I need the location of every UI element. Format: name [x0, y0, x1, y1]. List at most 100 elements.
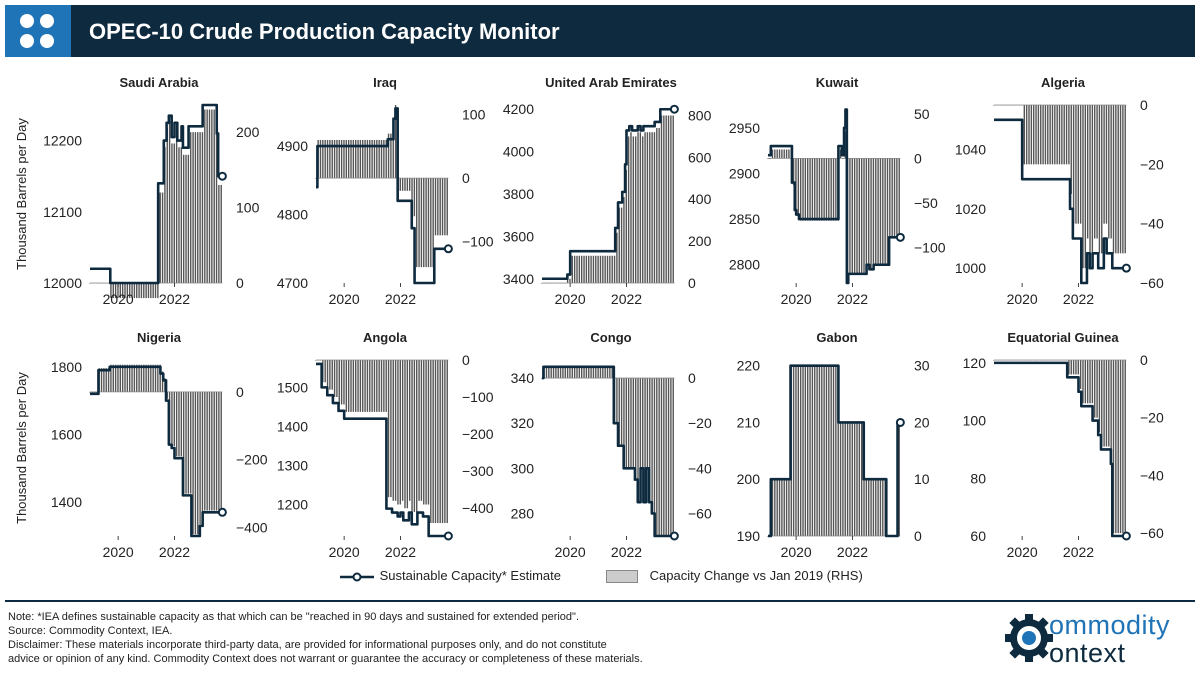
capacity-change-bar: [1096, 105, 1098, 239]
chart-title: Kuwait: [816, 75, 859, 90]
capacity-change-bar: [357, 139, 359, 179]
capacity-change-bar: [1047, 105, 1049, 165]
capacity-change-bar: [552, 366, 555, 379]
capacity-change-bar: [585, 366, 588, 379]
capacity-change-bar: [632, 136, 635, 283]
capacity-change-bar: [1094, 105, 1096, 239]
y-tick-label: 1400: [277, 418, 308, 434]
y2-tick-label: 0: [914, 150, 922, 166]
capacity-change-bar: [336, 360, 338, 398]
capacity-change-bar: [825, 365, 828, 536]
capacity-change-bar: [1030, 105, 1033, 165]
gear-icon: [1005, 614, 1053, 662]
capacity-change-bar: [166, 128, 168, 283]
capacity-change-bar: [338, 360, 340, 405]
capacity-change-bar: [672, 115, 674, 284]
capacity-change-bar: [602, 366, 604, 379]
capacity-change-bar: [557, 366, 559, 379]
capacity-change-bar: [599, 255, 602, 283]
capacity-change-bar: [110, 283, 112, 299]
disclaimer-line: advice or opinion of any kind. Commodity…: [8, 653, 643, 665]
capacity-change-bar: [653, 378, 656, 514]
y-axis-label: Thousand Barrels per Day: [14, 118, 29, 270]
capacity-change-bar: [373, 139, 376, 179]
capacity-change-bar: [583, 366, 585, 379]
y-tick-label: 4900: [277, 138, 308, 154]
y2-tick-label: 0: [462, 352, 470, 368]
capacity-change-bar: [128, 364, 131, 392]
capacity-change-bar: [423, 178, 425, 268]
capacity-change-bar: [441, 178, 444, 236]
capacity-change-bar: [413, 178, 416, 217]
capacity-change-bar: [809, 365, 811, 536]
y2-tick-label: −40: [1140, 467, 1164, 483]
capacity-change-bar: [814, 365, 816, 536]
capacity-end-marker: [895, 232, 905, 242]
capacity-change-bar: [1025, 105, 1028, 165]
capacity-change-bar: [802, 158, 804, 221]
capacity-change-bar: [1070, 105, 1072, 194]
capacity-change-bar: [159, 192, 161, 283]
capacity-change-bar: [1119, 360, 1122, 534]
capacity-change-bar: [168, 120, 171, 283]
capacity-change-bar: [590, 255, 592, 283]
capacity-change-bar: [837, 365, 839, 536]
y2-tick-label: −20: [1140, 410, 1164, 426]
y-tick-label: 12200: [43, 133, 82, 149]
y2-tick-label: 30: [914, 358, 930, 374]
capacity-change-bar: [548, 366, 550, 379]
capacity-change-bar: [1061, 105, 1063, 165]
capacity-change-bar: [771, 149, 774, 159]
capacity-change-bar: [133, 364, 136, 392]
capacity-change-bar: [1096, 360, 1098, 418]
capacity-change-bar: [1032, 105, 1035, 165]
capacity-change-bar: [136, 364, 138, 392]
capacity-change-bar: [602, 255, 604, 283]
x-tick-label: 2020: [555, 544, 586, 560]
x-tick-label: 2022: [611, 544, 642, 560]
y-tick-label: 1500: [277, 379, 308, 395]
capacity-change-bar: [434, 178, 437, 236]
capacity-change-bar: [799, 365, 802, 536]
capacity-change-bar: [620, 378, 623, 446]
capacity-change-bar: [882, 479, 884, 536]
y2-tick-label: 50: [914, 106, 930, 122]
footer-divider: [5, 600, 1195, 602]
y2-tick-label: −40: [1140, 216, 1164, 232]
capacity-change-bar: [639, 378, 642, 503]
capacity-line: [316, 362, 449, 538]
capacity-change-bar: [670, 378, 672, 536]
x-tick-label: 2020: [103, 544, 134, 560]
y-tick-label: 2900: [729, 165, 760, 181]
capacity-change-bar: [171, 143, 173, 283]
capacity-change-bar: [592, 366, 595, 379]
capacity-change-bar: [806, 365, 809, 536]
capacity-change-bar: [1051, 105, 1054, 165]
capacity-change-bar: [1094, 360, 1096, 418]
capacity-change-bar: [651, 378, 653, 514]
capacity-change-bar: [215, 109, 218, 283]
commodity-context-logo: ommodity ontext: [1003, 606, 1193, 670]
capacity-change-bar: [182, 154, 185, 283]
x-tick-label: 2022: [837, 291, 868, 307]
capacity-change-bar: [404, 178, 406, 191]
capacity-change-bar: [145, 283, 147, 299]
capacity-change-bar: [103, 368, 105, 392]
chart-title: Equatorial Guinea: [1007, 330, 1119, 345]
capacity-change-bar: [430, 178, 432, 268]
capacity-change-bar: [1124, 360, 1126, 534]
capacity-change-bar: [439, 178, 441, 236]
capacity-change-bar: [804, 365, 807, 536]
legend-line-item: Sustainable Capacity* Estimate: [338, 568, 561, 584]
capacity-change-bar: [441, 360, 444, 524]
capacity-change-bar: [376, 360, 378, 412]
capacity-change-bar: [993, 360, 995, 361]
capacity-change-bar: [1079, 360, 1082, 389]
y2-tick-label: −400: [236, 520, 268, 536]
capacity-change-bar: [124, 283, 126, 299]
chart-title: Gabon: [816, 330, 857, 345]
capacity-change-bar: [625, 378, 627, 469]
capacity-change-bar: [326, 139, 329, 179]
y2-tick-label: 0: [462, 170, 470, 186]
